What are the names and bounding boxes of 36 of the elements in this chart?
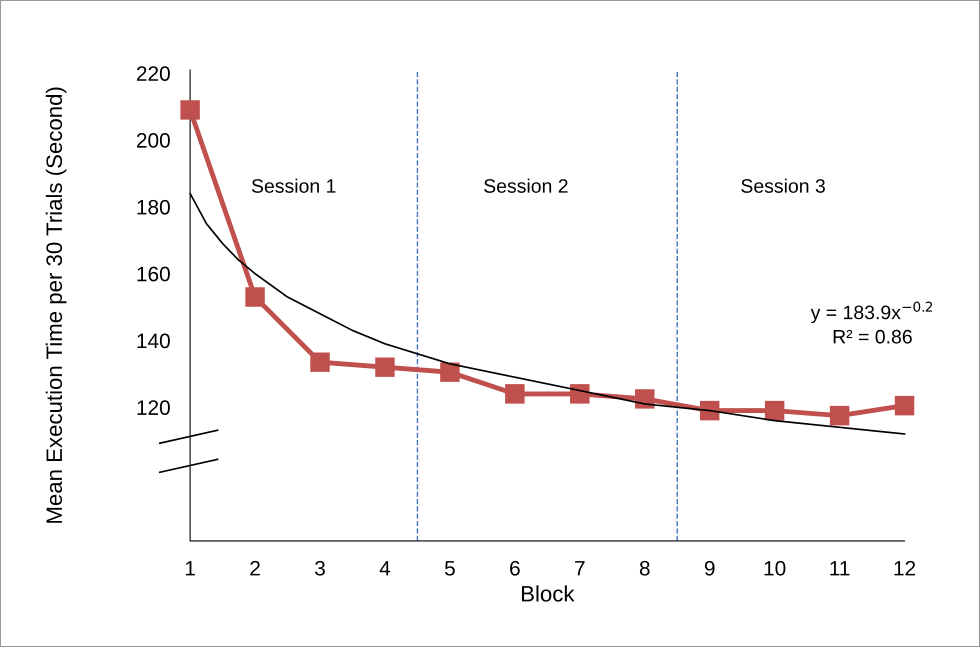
x-tick-label: 12 <box>894 560 916 576</box>
x-tick-label: 7 <box>575 561 585 576</box>
x-tick-label: 2 <box>250 560 260 576</box>
x-tick-label: 8 <box>640 560 650 576</box>
point <box>440 362 460 382</box>
x-tick-label: 6 <box>510 560 520 576</box>
point <box>700 400 720 420</box>
y-tick-label: 220 <box>136 66 170 81</box>
x-tick-label: 3 <box>315 560 325 576</box>
point <box>245 287 265 307</box>
x-axis-title: Block <box>522 585 575 602</box>
annotation: y = 183.9x$^{−0.2}$ <box>810 302 932 324</box>
point <box>764 400 784 420</box>
point <box>830 406 850 426</box>
annotation: Session 2 <box>484 178 568 193</box>
point <box>310 352 330 372</box>
y-tick-label: 200 <box>136 133 170 148</box>
x-tick-label: 1 <box>186 561 195 576</box>
annotation: R² = 0.86 <box>834 330 912 344</box>
x-tick-label: 5 <box>444 561 455 576</box>
point <box>375 357 395 377</box>
x-tick-label: 10 <box>764 560 786 576</box>
point <box>894 396 914 416</box>
y-tick-label: 160 <box>138 266 170 282</box>
y-tick-label: 120 <box>138 400 170 416</box>
point <box>505 384 525 404</box>
y-axis-title: Mean Execution Time per 30 Trials (Second) <box>46 88 66 523</box>
x-tick-label: 9 <box>704 560 715 576</box>
y-tick-label: 180 <box>138 200 170 215</box>
point <box>635 389 654 409</box>
annotation: Session 1 <box>252 178 336 193</box>
point <box>180 100 200 120</box>
y-tick-label: 140 <box>138 333 170 348</box>
x-tick-label: 11 <box>830 561 850 576</box>
annotation: Session 3 <box>741 178 825 193</box>
x-tick-label: 4 <box>380 561 390 576</box>
